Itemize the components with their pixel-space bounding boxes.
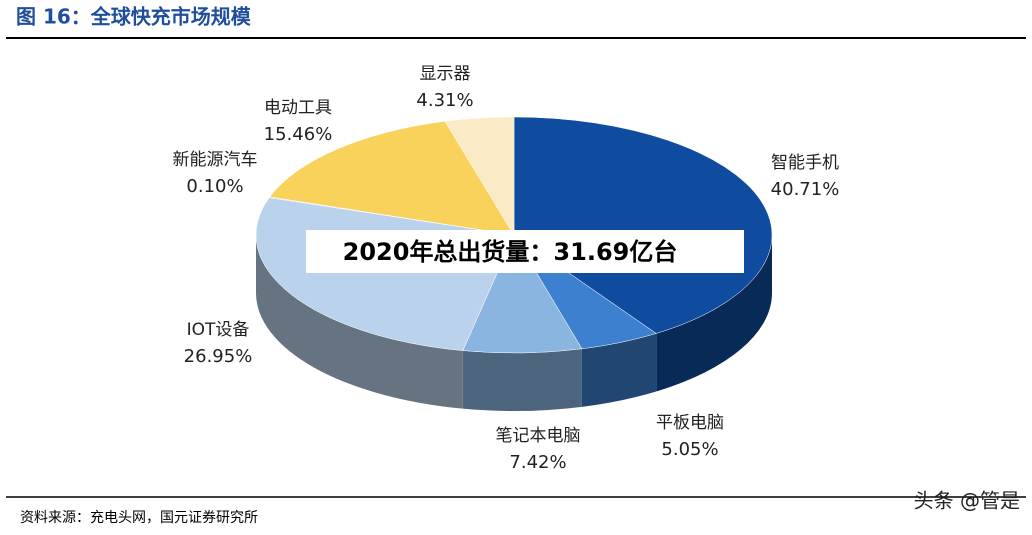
slice-label: IOT设备 (187, 320, 250, 340)
value-label: 5.05% (661, 439, 718, 460)
slice-label: 智能手机 (771, 153, 839, 173)
chart-title: 图 16：全球快充市场规模 (16, 5, 252, 29)
slice (462, 234, 583, 354)
slice (513, 116, 773, 334)
value-label: 7.42% (509, 452, 566, 473)
value-label: 26.95% (184, 346, 253, 367)
slice-side (256, 235, 463, 409)
annotation: 2020年总出货量：31.69亿台 (343, 238, 678, 266)
value-label: 0.10% (186, 176, 243, 197)
annotation-box (306, 230, 744, 273)
watermark: 头条 @管是 (914, 489, 1020, 513)
slice-label: 新能源汽车 (173, 150, 258, 170)
value-label: 4.31% (416, 90, 473, 111)
slice (269, 121, 515, 236)
slice-side (462, 348, 582, 411)
slice-label: 笔记本电脑 (496, 426, 581, 446)
slice-label: 平板电脑 (656, 413, 724, 433)
slice-label: 电动工具 (264, 98, 332, 118)
value-label: 15.46% (264, 124, 333, 145)
slice (444, 116, 515, 236)
slice-label: 显示器 (420, 64, 471, 84)
slice-side (656, 235, 772, 392)
source-note: 资料来源：充电头网，国元证券研究所 (20, 510, 258, 526)
slice-side (581, 333, 657, 407)
value-label: 40.71% (771, 179, 840, 200)
